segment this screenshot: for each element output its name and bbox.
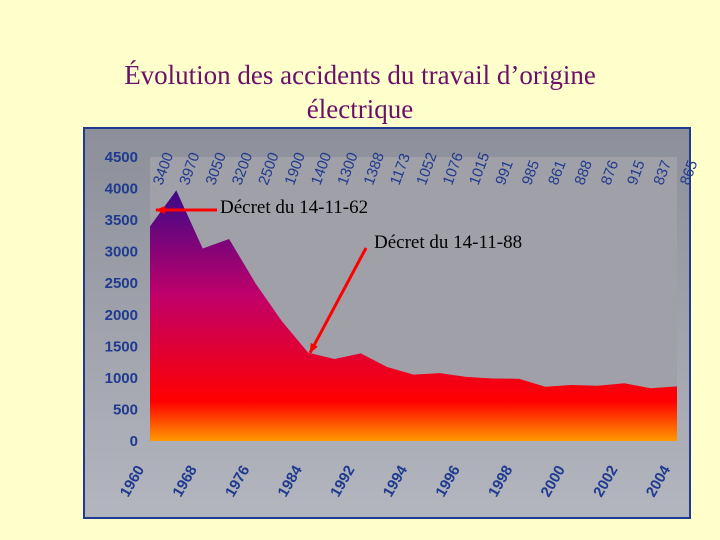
annotation-decret-88: Décret du 14-11-88 xyxy=(374,232,522,253)
y-tick-label: 1000 xyxy=(105,370,138,387)
y-tick-label: 3000 xyxy=(105,244,138,261)
annotation-decret-62: Décret du 14-11-62 xyxy=(220,197,368,218)
area-series xyxy=(150,190,677,441)
y-tick-label: 4000 xyxy=(105,181,138,198)
chart-title-line1: Évolution des accidents du travail d’ori… xyxy=(124,60,596,90)
chart-title-line2: électrique xyxy=(306,94,414,124)
y-tick-label: 2000 xyxy=(105,307,138,324)
y-tick-label: 3500 xyxy=(105,212,138,229)
y-tick-label: 0 xyxy=(130,433,138,450)
y-tick-label: 1500 xyxy=(105,338,138,355)
y-tick-label: 500 xyxy=(113,401,138,418)
plot-area: 4500400035003000250020001500100050001960… xyxy=(105,149,702,500)
chart-title: Évolution des accidents du travail d’ori… xyxy=(0,58,720,126)
y-tick-label: 4500 xyxy=(105,149,138,166)
annotation-arrow-88 xyxy=(308,247,368,354)
y-tick-label: 2500 xyxy=(105,275,138,292)
